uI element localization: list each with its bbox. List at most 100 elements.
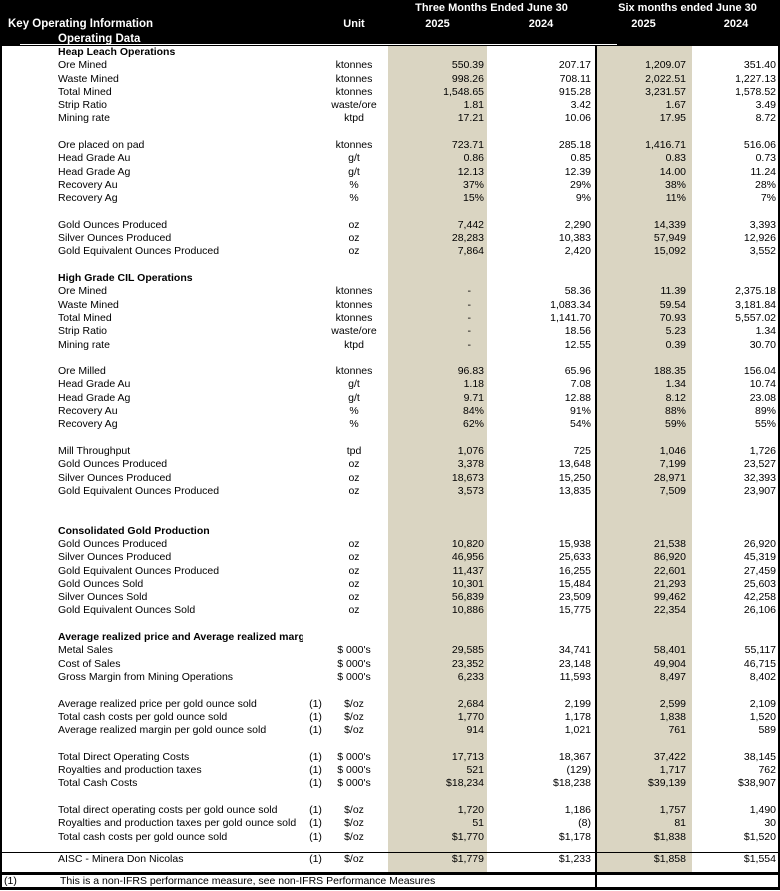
row-label: [0, 432, 303, 445]
row-footnote-marker: [303, 485, 328, 498]
row-unit: oz: [348, 577, 360, 590]
row-unit: [328, 272, 380, 285]
value-h1-2025: 15,092: [653, 245, 686, 258]
value-q2-2024: 1,021: [564, 724, 591, 737]
row-footnote-marker: [303, 737, 328, 750]
row-unit: $/oz: [344, 710, 364, 723]
value-q2-2025: -: [467, 311, 472, 324]
row-footnote-marker: [303, 312, 328, 325]
value-q2-2025: [388, 498, 487, 511]
row-label: Total cash costs per gold ounce sold: [58, 710, 228, 723]
value-h1-2024: 762: [758, 764, 776, 777]
value-h1-2025: [595, 498, 692, 511]
row-unit: [328, 525, 380, 538]
table-row: Gold Ounces Produced oz 3,378 13,648 7,1…: [0, 458, 780, 471]
value-q2-2025: 1,770: [457, 710, 484, 723]
row-unit: $ 000's: [337, 777, 371, 790]
row-footnote-marker: (1): [309, 803, 322, 816]
value-h1-2024: [692, 498, 780, 511]
value-h1-2024: 28%: [754, 178, 776, 191]
value-h1-2025: [595, 844, 692, 852]
row-label: Recovery Au: [58, 178, 118, 191]
row-unit: waste/ore: [331, 99, 377, 112]
row-unit: oz: [348, 591, 360, 604]
row-footnote-marker: [303, 285, 328, 298]
table-row: Recovery Ag % 15% 9% 11% 7%: [0, 192, 780, 205]
value-h1-2025: 761: [668, 724, 686, 737]
row-unit: [328, 618, 380, 631]
row-footnote-marker: [303, 166, 328, 179]
value-q2-2024: 915.28: [558, 85, 591, 98]
row-footnote-marker: [303, 232, 328, 245]
value-h1-2024: $1,554: [743, 852, 776, 865]
row-footnote-marker: [303, 245, 328, 258]
value-h1-2024: 351.40: [743, 59, 776, 72]
value-q2-2025: [388, 631, 487, 644]
row-unit: ktonnes: [335, 85, 373, 98]
value-q2-2024: 10,383: [558, 232, 591, 245]
row-unit: ktonnes: [335, 311, 373, 324]
value-h1-2024: [692, 844, 780, 852]
row-unit: $ 000's: [337, 750, 371, 763]
row-unit: [328, 844, 380, 852]
value-q2-2024: 1,186: [564, 803, 591, 816]
highlight-band-h1-2025: [597, 46, 692, 872]
table-body: Heap Leach Operations Ore Mined ktonnes …: [0, 46, 780, 866]
value-q2-2024: 11,593: [559, 670, 591, 683]
row-unit: g/t: [348, 391, 360, 404]
row-unit: [328, 684, 380, 697]
row-footnote-marker: [303, 219, 328, 232]
row-unit: oz: [348, 537, 360, 550]
value-q2-2025: 23,352: [451, 657, 484, 670]
value-h1-2025: 1,416.71: [645, 139, 686, 152]
row-label: [0, 126, 303, 139]
row-footnote-marker: [303, 112, 328, 125]
value-h1-2024: 8,402: [749, 670, 776, 683]
row-unit: [328, 352, 380, 365]
row-unit: oz: [348, 218, 360, 231]
value-h1-2024: 10.74: [749, 378, 776, 391]
period-divider-line: [595, 46, 597, 890]
row-footnote-marker: [303, 458, 328, 471]
row-footnote-marker: [303, 578, 328, 591]
value-h1-2025: $1,838: [653, 830, 686, 843]
row-label: Gold Ounces Produced: [58, 218, 168, 231]
row-label: Total direct operating costs per gold ou…: [58, 803, 278, 816]
row-label: Total Cash Costs: [58, 777, 138, 790]
row-unit: g/t: [348, 378, 360, 391]
value-h1-2025: 70.93: [659, 311, 686, 324]
row-unit: [328, 498, 380, 511]
row-unit: $/oz: [344, 697, 364, 710]
table-row: Silver Ounces Produced oz 28,283 10,383 …: [0, 232, 780, 245]
row-footnote-marker: [303, 99, 328, 112]
row-unit: oz: [348, 245, 360, 258]
row-label: Gold Equivalent Ounces Produced: [58, 564, 220, 577]
value-h1-2024: 1,490: [749, 803, 776, 816]
row-unit: $/oz: [344, 817, 364, 830]
value-q2-2025: 1,720: [457, 803, 484, 816]
value-q2-2025: 6,233: [457, 670, 484, 683]
row-unit: [328, 46, 380, 59]
row-footnote-marker: [303, 631, 328, 644]
value-q2-2025: 10,301: [451, 577, 484, 590]
row-label: Heap Leach Operations: [58, 46, 176, 58]
value-h1-2025: 57,949: [653, 232, 686, 245]
row-footnote-marker: [303, 472, 328, 485]
value-h1-2025: [595, 684, 692, 697]
table-row: Silver Ounces Sold oz 56,839 23,509 99,4…: [0, 591, 780, 604]
row-label: Ore Mined: [58, 285, 108, 298]
value-h1-2025: 17.95: [659, 112, 686, 125]
value-h1-2025: 188.35: [653, 365, 686, 378]
value-h1-2024: [692, 511, 780, 524]
table-row: Gold Ounces Produced oz 7,442 2,290 14,3…: [0, 219, 780, 232]
table-row: Head Grade Ag g/t 9.71 12.88 8.12 23.08: [0, 392, 780, 405]
value-h1-2025: [595, 511, 692, 524]
row-unit: g/t: [348, 152, 360, 165]
value-h1-2024: 27,459: [743, 564, 776, 577]
value-h1-2024: 2,109: [749, 697, 776, 710]
row-footnote-marker: [303, 445, 328, 458]
row-label: Cost of Sales: [58, 657, 121, 670]
row-unit: ktpd: [344, 338, 364, 351]
period-six-months-header: Six months ended June 30: [618, 2, 757, 14]
spacer-row: [0, 737, 780, 750]
